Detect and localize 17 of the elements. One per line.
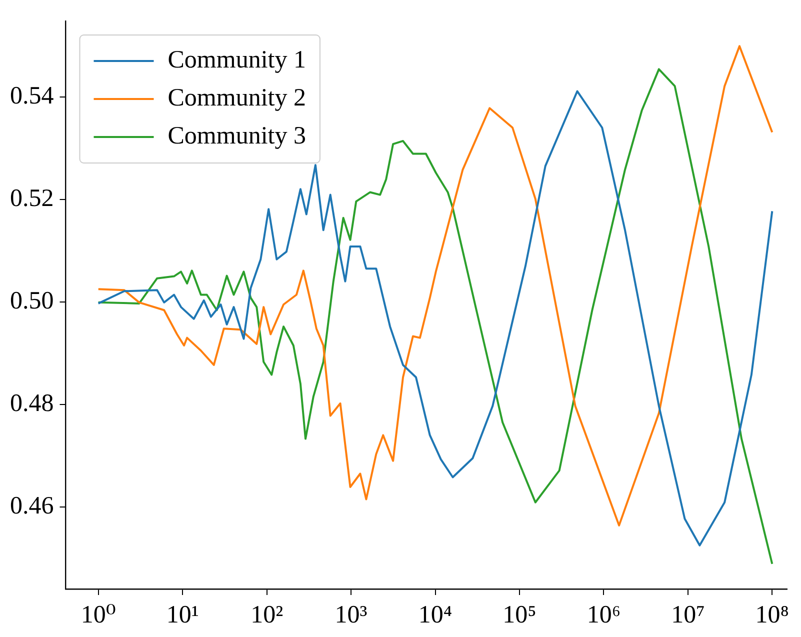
x-tick-label: 10³	[334, 602, 368, 629]
x-tick-label: 10⁸	[755, 602, 790, 629]
x-tick-label: 10⁰	[80, 602, 116, 629]
y-tick-label: 0.50	[10, 287, 54, 314]
x-tick-label: 10⁷	[671, 602, 705, 629]
y-tick-label: 0.54	[10, 82, 54, 110]
y-tick-label: 0.46	[10, 492, 54, 520]
y-tick-label: 0.52	[10, 184, 54, 212]
legend-label: Community 3	[168, 122, 306, 150]
x-tick-label: 10²	[250, 602, 284, 629]
x-tick-label: 10⁵	[502, 602, 536, 629]
x-tick-label: 10¹	[166, 602, 199, 629]
legend-label: Community 2	[168, 84, 306, 112]
legend-label: Community 1	[168, 46, 306, 74]
y-tick-label: 0.48	[10, 390, 54, 418]
x-tick-label: 10⁴	[418, 602, 452, 629]
x-tick-label: 10⁶	[586, 602, 621, 629]
